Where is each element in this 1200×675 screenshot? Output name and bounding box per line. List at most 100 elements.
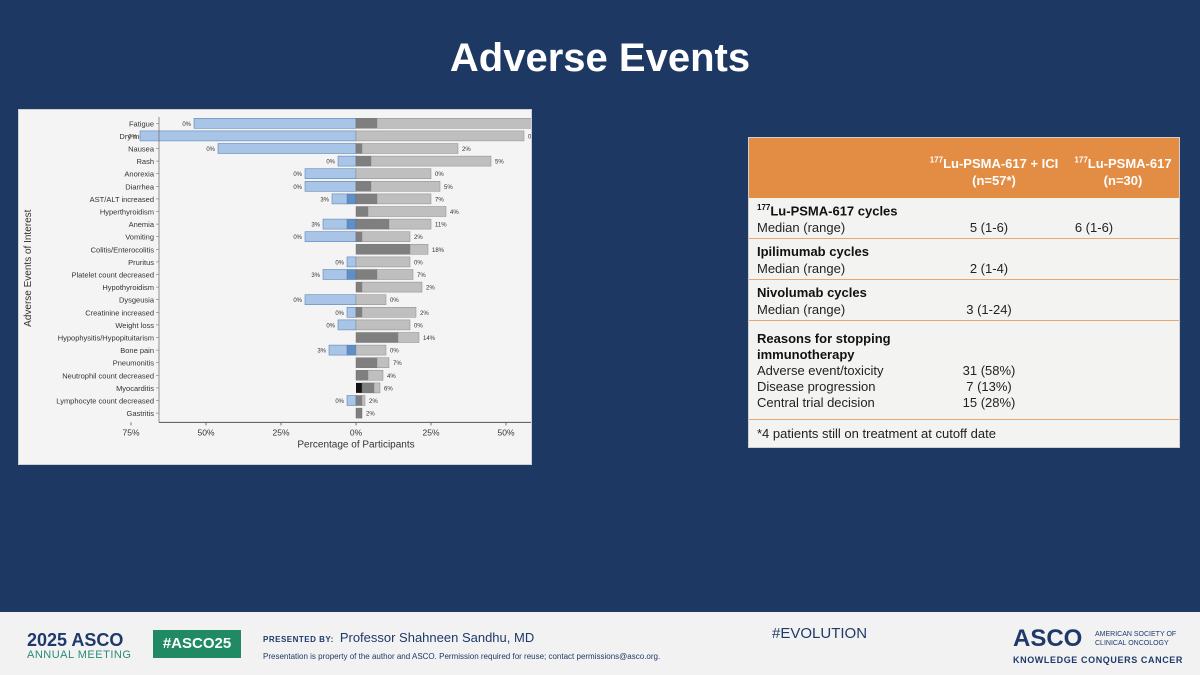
bar-combo-grade34	[355, 143, 363, 154]
lupsma-pct-label: 0%	[293, 298, 302, 304]
combo-pct-label: 18%	[432, 248, 445, 254]
bar-combo-grade34	[355, 244, 411, 255]
category-label: Diarrhea	[125, 182, 155, 191]
row-label: Median (range)	[757, 302, 846, 317]
combo-pct-label: 0%	[390, 349, 399, 355]
tagline: KNOWLEDGE CONQUERS CANCER	[1013, 655, 1184, 665]
lupsma-pct-label: 3%	[320, 197, 329, 203]
bar-combo-grade34	[355, 193, 378, 205]
combo-pct-label: 0%	[390, 298, 399, 304]
value-ici: 3 (1-24)	[966, 302, 1012, 317]
bar-lupsma-grade12	[346, 256, 357, 268]
category-label: Anemia	[129, 220, 155, 229]
bar-combo-grade12	[376, 193, 432, 205]
annual-meeting-text: ANNUAL MEETING	[27, 649, 132, 661]
row-label: Median (range)	[757, 220, 846, 235]
combo-pct-label: 2%	[462, 147, 471, 153]
bar-combo-grade34	[361, 382, 375, 394]
value-lu: 6 (1-6)	[1074, 220, 1114, 235]
bar-lupsma-grade12	[337, 319, 357, 331]
bar-lupsma-grade12	[331, 193, 348, 205]
combo-pct-label: 6%	[384, 386, 393, 392]
col2-header: 177Lu-PSMA-617 (n=30)	[1074, 156, 1172, 189]
bar-combo-grade12	[355, 294, 387, 305]
section-heading: Reasons for stopping	[757, 331, 891, 346]
section-nivolumab: Nivolumab cycles Median (range) 3 (1-24)	[749, 280, 1179, 321]
combo-pct-label: 4%	[387, 374, 396, 380]
combo-pct-label: 0%	[414, 323, 423, 329]
category-label: Colitis/Enterocolitis	[91, 245, 155, 254]
lupsma-pct-label: 0%	[326, 323, 335, 329]
asco-logo: ASCO	[1013, 625, 1083, 652]
bar-combo-grade34	[355, 307, 363, 318]
combo-pct-label: 11%	[435, 223, 447, 229]
category-label: Pneumonitis	[113, 359, 155, 368]
bar-combo-grade12	[388, 218, 432, 230]
bar-combo-grade12	[370, 155, 492, 167]
x-tick-label: 75%	[122, 427, 139, 437]
lupsma-pct-label: 0%	[128, 134, 137, 140]
value-ici: 5 (1-6)	[969, 220, 1009, 235]
row-label: Disease progression	[757, 379, 876, 394]
category-label: Hypothyroidism	[102, 283, 154, 292]
bar-lupsma-grade12	[193, 118, 357, 129]
combo-pct-label: 2%	[426, 286, 435, 292]
combo-pct-label: 5%	[444, 185, 453, 191]
cycles-table: 177Lu-PSMA-617 + ICI (n=57*) 177Lu-PSMA-…	[748, 137, 1180, 448]
bar-lupsma-grade12	[304, 181, 357, 192]
category-label: Weight loss	[115, 321, 154, 330]
category-label: Dry mouth	[119, 132, 154, 141]
category-label: Rash	[136, 157, 154, 166]
value-ici: 2 (1-4)	[969, 261, 1009, 276]
bar-combo-grade12	[355, 319, 411, 331]
combo-pct-label: 0%	[528, 134, 531, 140]
x-tick-label: 0%	[350, 427, 363, 437]
bar-lupsma-grade34	[346, 193, 357, 205]
bar-combo-grade34	[355, 281, 363, 293]
category-label: Vomiting	[125, 233, 154, 242]
col1-header: 177Lu-PSMA-617 + ICI (n=57*)	[929, 156, 1059, 189]
category-label: Hypophysitis/Hypopituitarism	[58, 334, 154, 343]
hashtag-badge: #ASCO25	[153, 630, 241, 658]
bar-combo-grade34	[355, 155, 372, 167]
section-ipilimumab: Ipilimumab cycles Median (range) 2 (1-4)	[749, 239, 1179, 280]
bar-combo-grade12	[361, 231, 411, 242]
bar-combo-grade12	[373, 382, 381, 394]
lupsma-pct-label: 0%	[293, 172, 302, 178]
bar-lupsma-grade34	[346, 218, 357, 230]
bar-combo-grade12	[397, 332, 420, 343]
category-label: Creatinine increased	[85, 308, 154, 317]
chart-svg: Adverse Events of Interest Fatigue 0% 7% Dry…	[23, 117, 531, 450]
bar-lupsma-grade12	[217, 143, 357, 154]
bar-lupsma-grade12	[139, 130, 357, 142]
lupsma-pct-label: 0%	[293, 235, 302, 241]
bar-combo-grade12	[361, 307, 417, 318]
combo-pct-label: 2%	[414, 235, 423, 241]
combo-pct-label: 14%	[423, 336, 436, 342]
category-label: Platelet count decreased	[71, 271, 154, 280]
bar-combo-grade12	[355, 256, 411, 268]
lupsma-pct-label: 0%	[335, 311, 344, 317]
combo-pct-label: 7%	[435, 197, 444, 203]
combo-pct-label: 5%	[495, 160, 504, 166]
slide-title: Adverse Events	[449, 36, 751, 80]
y-axis-label: Adverse Events of Interest	[23, 209, 34, 327]
bar-combo-grade34	[355, 370, 369, 381]
bar-combo-grade34	[355, 206, 369, 217]
bar-lupsma-grade12	[322, 218, 348, 230]
bar-combo-grade34	[355, 332, 399, 343]
value-ici: 31 (58%)	[962, 363, 1016, 378]
bar-lupsma-grade12	[328, 344, 348, 356]
combo-pct-label: 7%	[417, 273, 426, 279]
x-tick-label: 25%	[272, 427, 289, 437]
table-header: 177Lu-PSMA-617 + ICI (n=57*) 177Lu-PSMA-…	[749, 138, 1179, 198]
bar-combo-grade12	[370, 181, 441, 192]
lupsma-pct-label: 0%	[335, 399, 344, 405]
footer: 2025 ASCO ANNUAL MEETING #ASCO25 PRESENT…	[0, 612, 1200, 675]
bar-combo-grade5	[356, 382, 362, 393]
lupsma-pct-label: 3%	[311, 273, 320, 279]
bar-combo-grade12	[355, 130, 525, 142]
bar-combo-grade12	[367, 370, 384, 381]
combo-pct-label: 2%	[369, 399, 378, 405]
value-ici: 7 (13%)	[966, 379, 1012, 394]
